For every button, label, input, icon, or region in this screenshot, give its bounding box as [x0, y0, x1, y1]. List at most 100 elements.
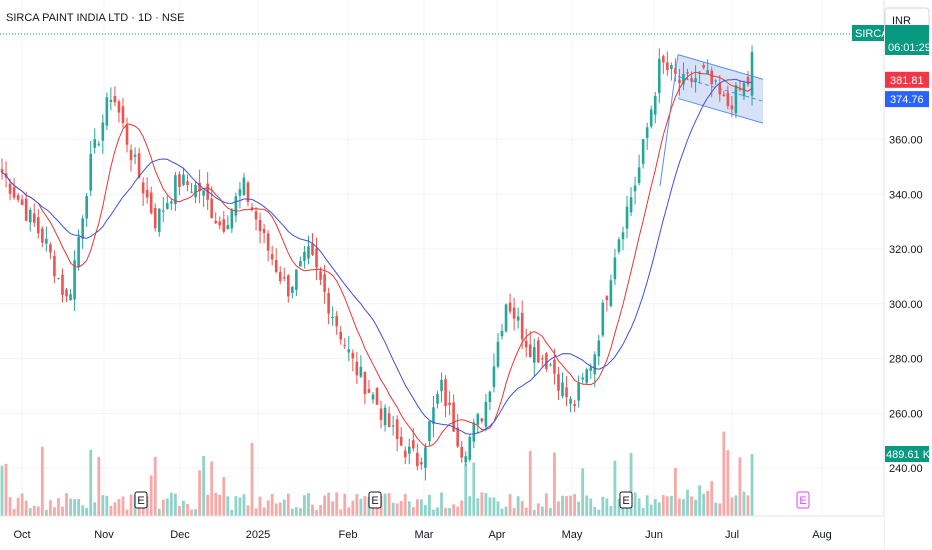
volume-bar [516, 496, 520, 516]
candle-body [109, 99, 113, 102]
volume-bar [726, 450, 730, 516]
volume-bar [488, 497, 492, 516]
time-tick-label: Aug [812, 529, 832, 541]
candle-body [407, 446, 411, 454]
candle-body [41, 228, 44, 243]
volume-bar [238, 497, 242, 516]
candle-body [262, 228, 266, 234]
volume-bar [0, 465, 4, 516]
volume-bar [40, 446, 44, 516]
volume-bar [504, 506, 508, 516]
volume-bar [500, 508, 504, 516]
candle-body [750, 51, 754, 96]
volume-bar [44, 509, 48, 516]
candle-body [141, 182, 145, 194]
volume-bar [428, 494, 431, 516]
candle-body [355, 361, 359, 376]
time-tick-label: May [562, 529, 583, 541]
price-axis-ticks: 240.00 260.00 280.00 300.00 320.00 340.00 360.… [889, 135, 923, 476]
candle-body [670, 65, 673, 70]
candle-body [230, 209, 234, 229]
candle-body [395, 419, 399, 440]
last-price-tag: 06:01:29 [885, 25, 931, 55]
volume-bar [633, 492, 637, 516]
volume-bar [585, 495, 589, 516]
candle-body [553, 359, 556, 374]
candle-body [182, 174, 185, 185]
candle-body [516, 316, 520, 321]
time-tick-label: Jun [645, 529, 663, 541]
candle-body [238, 189, 242, 196]
candle-body [93, 139, 97, 148]
candle-body [476, 414, 480, 425]
candlesticks [0, 45, 754, 481]
volume-bar [299, 508, 302, 516]
volume-bar [456, 506, 460, 516]
candle-body [375, 387, 379, 405]
volume-bar [242, 494, 246, 516]
candle-body [597, 340, 601, 357]
channel-upper-line[interactable] [677, 54, 764, 80]
candle-body [170, 201, 173, 204]
volume-bar [383, 493, 387, 516]
candle-body [387, 413, 391, 428]
volume-bar [307, 493, 310, 516]
currency-label: INR [892, 15, 911, 27]
candle-body [222, 219, 226, 232]
volume-bar [226, 496, 230, 516]
candle-body [246, 182, 250, 203]
candle-body [577, 383, 580, 401]
volume-bar [230, 509, 234, 516]
candle-body [202, 190, 205, 196]
volume-bar [254, 508, 258, 516]
price-tick-label: 240.00 [889, 463, 923, 475]
price-marker-label: 374.76 [890, 94, 924, 106]
volume-bar [686, 489, 689, 516]
volume-bar [270, 493, 274, 516]
volume-bar [363, 496, 367, 516]
candle-body [432, 407, 435, 424]
volume-bar [315, 509, 318, 516]
volume-bar [540, 506, 544, 516]
candle-body [532, 347, 536, 363]
volume-bar [569, 495, 572, 516]
volume-bar [411, 506, 415, 516]
time-axis-bg [0, 516, 884, 550]
candle-body [125, 125, 129, 145]
earnings-marker: E [134, 491, 148, 509]
time-tick-label: Jul [725, 529, 739, 541]
candle-body [605, 296, 609, 301]
candle-body [524, 340, 528, 348]
volume-bar [742, 491, 746, 516]
candle-body [528, 344, 532, 358]
candle-body [371, 394, 375, 400]
volume-bar [573, 494, 577, 516]
candle-body [448, 402, 451, 405]
candle-body [295, 269, 298, 290]
time-tick-label: Nov [94, 529, 114, 541]
candle-body [242, 177, 246, 195]
volume-bar [577, 501, 581, 516]
candle-body [512, 307, 516, 319]
volume-bar [266, 500, 270, 516]
candle-body [254, 211, 258, 220]
volume-bar [593, 506, 597, 516]
volume-bar [629, 452, 633, 516]
candle-body [81, 218, 84, 239]
volume-bar [278, 502, 282, 516]
candle-body [557, 374, 560, 391]
volume-bar [161, 499, 165, 516]
candle-body [190, 191, 193, 193]
channel-lower-line[interactable] [677, 97, 764, 124]
candle-body [492, 366, 496, 387]
volume-bar [194, 509, 197, 516]
moving-average-slow [1, 78, 753, 435]
candle-body [573, 404, 576, 407]
volume-bar [710, 481, 714, 516]
volume-bar [641, 508, 645, 516]
volume-bars [0, 431, 754, 516]
volume-bar [605, 498, 609, 516]
volume-bar [234, 496, 238, 516]
